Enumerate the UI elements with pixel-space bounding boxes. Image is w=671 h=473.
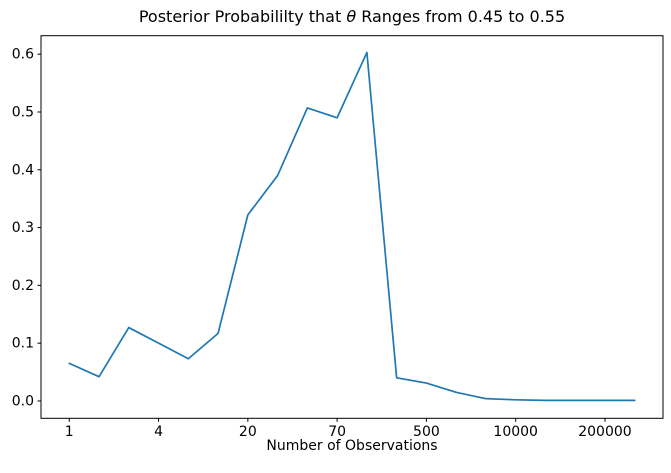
y-tick-label: 0.0 [12,393,34,409]
y-tick-label: 0.4 [12,162,34,178]
y-tick-label: 0.1 [12,336,34,352]
chart-title-pre: Posterior Probabililty that [138,7,347,26]
theta-symbol: θ [346,7,357,26]
y-tick-label: 0.2 [12,278,34,294]
x-tick-label: 1 [65,424,74,440]
x-tick-label: 20 [239,424,257,440]
x-tick-label: 4 [154,424,163,440]
x-tick-label: 10000 [493,424,538,440]
y-tick-label: 0.5 [12,104,34,120]
chart-title-post: Ranges from 0.45 to 0.55 [356,7,566,26]
x-tick-label: 200000 [578,424,631,440]
plot-border [40,35,664,419]
y-tick-label: 0.6 [12,47,34,63]
x-axis-label: Number of Observations [266,438,438,454]
data-line [68,51,636,402]
x-tick-label: 500 [413,424,440,440]
chart-title: Posterior Probabililty that θ Ranges fro… [41,6,663,27]
x-tick-label: 70 [328,424,346,440]
y-tick-label: 0.3 [12,220,34,236]
